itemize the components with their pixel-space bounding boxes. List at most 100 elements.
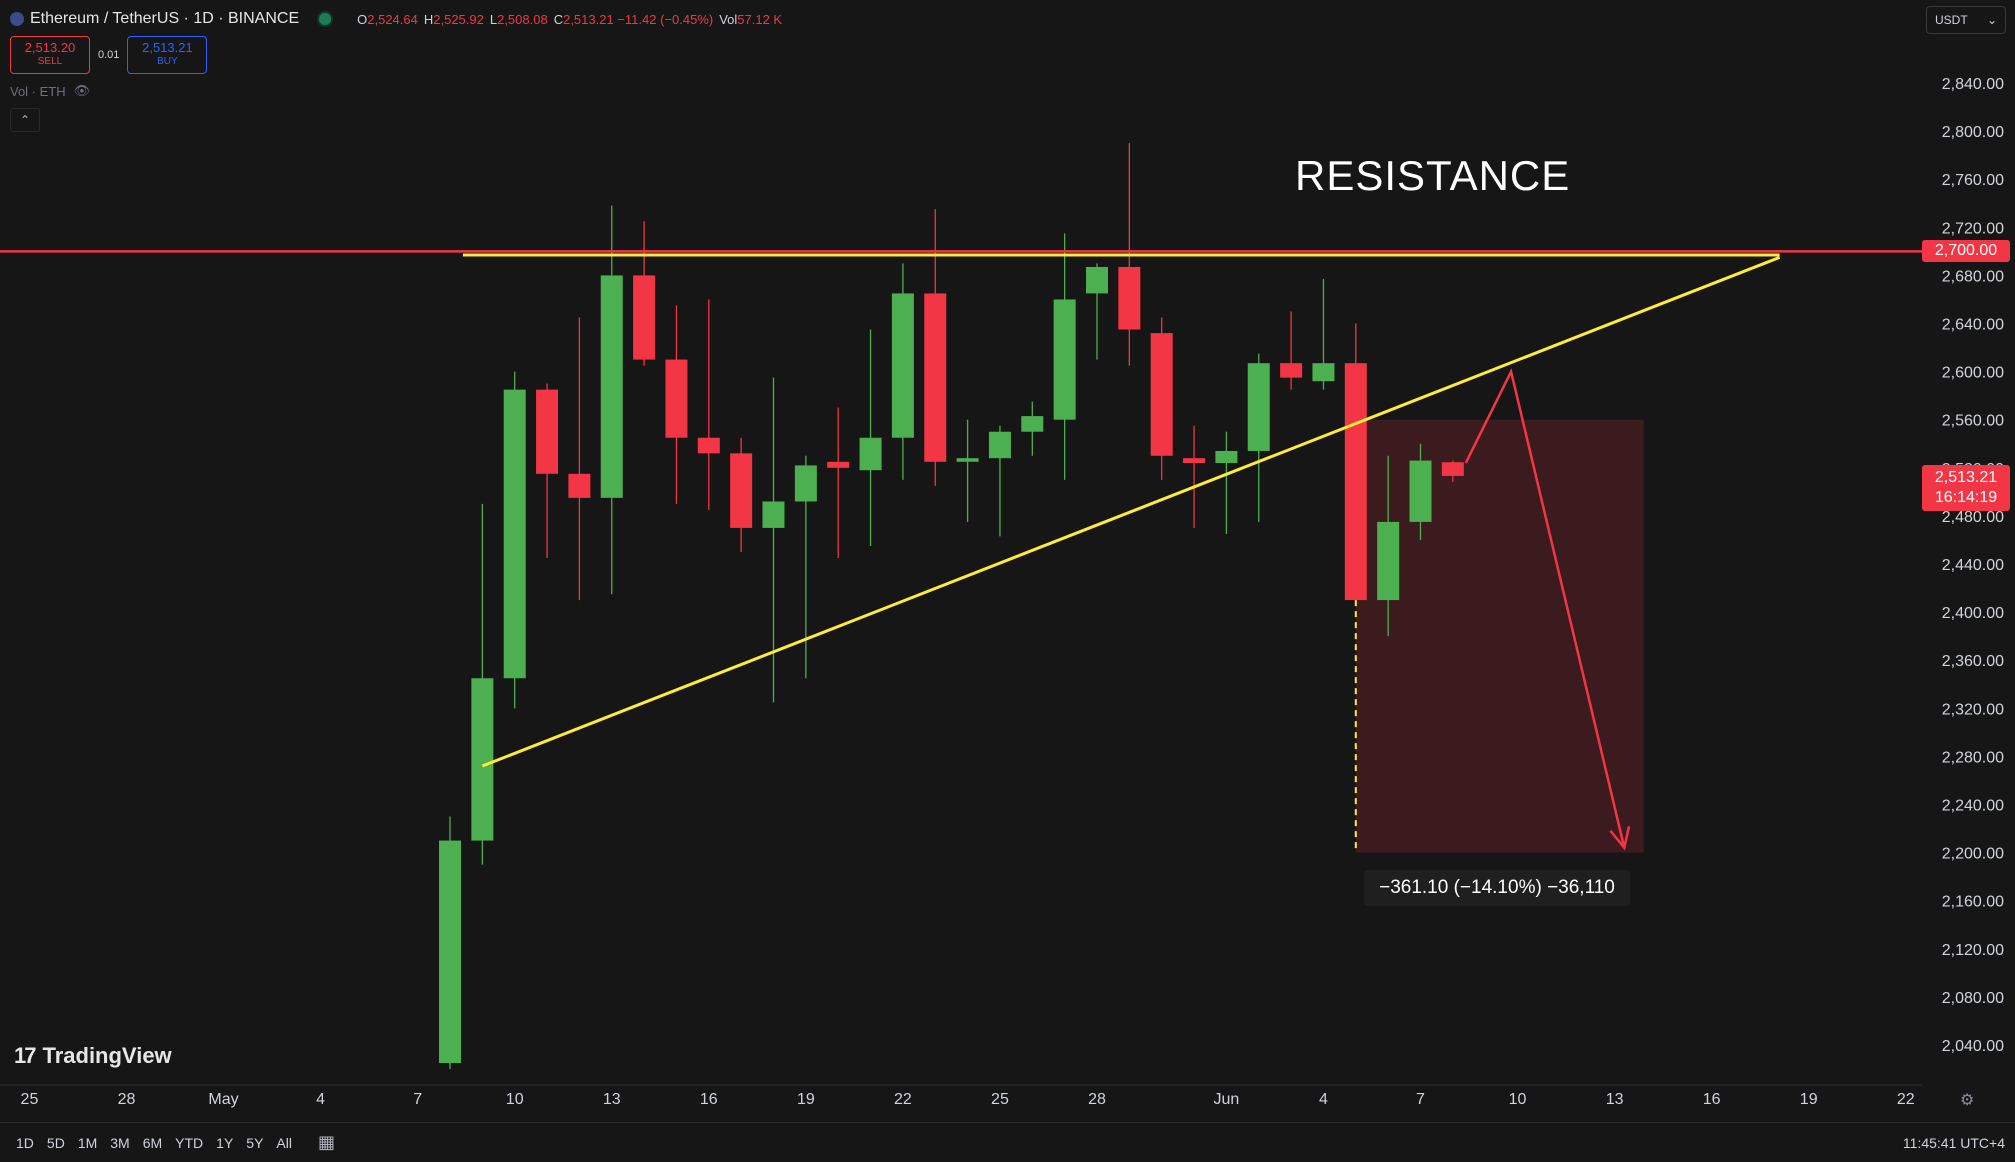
x-tick-label: 16 <box>1703 1091 1721 1108</box>
candle-body <box>1247 363 1270 451</box>
y-tick-label: 2,480.00 <box>1942 509 2004 526</box>
market-status-icon[interactable] <box>317 11 334 27</box>
x-tick-label: 25 <box>991 1091 1009 1108</box>
candle-body <box>924 293 947 462</box>
currency-select[interactable]: USDT ⌄ <box>1926 6 2006 34</box>
ohlc-volume: Vol57.12 K <box>719 11 783 27</box>
chevron-down-icon: ⌄ <box>1986 13 1997 27</box>
volume-indicator[interactable]: Vol · ETH 👁 <box>10 83 90 99</box>
range-selector: 1D 5D 1M 3M 6M YTD 1Y 5Y All <box>16 1135 292 1151</box>
y-tick-label: 2,560.00 <box>1942 413 2004 430</box>
y-tick-label: 2,120.00 <box>1942 942 2004 959</box>
candle-body <box>988 431 1011 459</box>
range-5d[interactable]: 5D <box>46 1135 65 1151</box>
last-price: 2,513.21 <box>1934 468 1998 486</box>
y-tick-label: 2,440.00 <box>1942 557 2004 574</box>
y-tick-label: 2,800.00 <box>1942 124 2004 141</box>
candle-body <box>1215 450 1238 463</box>
range-5y[interactable]: 5Y <box>246 1135 264 1151</box>
price-axis[interactable]: 2,040.00 2,080.00 2,120.00 2,160.00 2,200.00… <box>1922 0 2015 1085</box>
x-tick-label: 19 <box>1800 1091 1818 1108</box>
y-tick-label: 2,040.00 <box>1942 1038 2004 1055</box>
sell-button[interactable]: 2,513.20 SELL <box>10 36 90 74</box>
settings-icon[interactable]: ⚙ <box>1960 1092 1975 1109</box>
range-1y[interactable]: 1Y <box>216 1135 234 1151</box>
candle-body <box>471 678 494 841</box>
currency-value: USDT <box>1935 13 1968 27</box>
ohlc-open: O2,524.64 <box>357 11 418 27</box>
y-tick-label: 2,240.00 <box>1942 798 2004 815</box>
symbol-header[interactable]: Ethereum / TetherUS · 1D · BINANCE O2,52… <box>10 8 782 30</box>
measure-label: −361.10 (−14.10%) −36,110 <box>1364 870 1630 906</box>
resistance-annotation[interactable]: RESISTANCE <box>1295 152 1571 199</box>
sell-price: 2,513.20 <box>24 40 76 55</box>
candle-body <box>439 840 461 1064</box>
x-tick-label: 7 <box>413 1091 422 1108</box>
candle-body <box>794 465 817 502</box>
y-tick-label: 2,400.00 <box>1942 605 2004 622</box>
y-tick-label: 2,200.00 <box>1942 846 2004 863</box>
candle-body <box>536 389 559 474</box>
candle-body <box>600 275 623 498</box>
eth-coin-icon <box>10 12 24 26</box>
range-1d[interactable]: 1D <box>16 1135 34 1151</box>
eye-hidden-icon[interactable]: 👁 <box>73 83 91 98</box>
range-3m[interactable]: 3M <box>110 1135 130 1151</box>
ohlc-values: O2,524.64 H2,525.92 L2,508.08 C2,513.21 … <box>357 12 782 27</box>
candle-body <box>503 389 526 679</box>
ohlc-high: H2,525.92 <box>423 11 484 27</box>
ascending-trendline <box>481 255 1781 768</box>
calendar-goto-icon[interactable]: ▦ <box>318 1132 336 1152</box>
candle-body <box>1086 266 1108 294</box>
range-all[interactable]: All <box>276 1135 292 1151</box>
sell-label: SELL <box>37 56 63 67</box>
candle-body <box>697 437 720 454</box>
candle-body <box>1441 462 1464 476</box>
candle-body <box>1409 460 1432 522</box>
candle-body <box>1280 363 1303 378</box>
y-tick-label: 2,080.00 <box>1942 990 2004 1007</box>
x-tick-label: 10 <box>1509 1091 1527 1108</box>
x-tick-label: 22 <box>1897 1091 1915 1108</box>
time-axis[interactable]: 25 28 May 4 7 10 13 16 19 22 25 28 Jun 4 7 10 13 16 19 22 <box>0 1084 1922 1108</box>
measure-range-box <box>1355 419 1644 853</box>
range-ytd[interactable]: YTD <box>175 1135 204 1151</box>
candle-body <box>891 293 914 438</box>
volume-label: Vol · ETH <box>10 83 66 99</box>
y-tick-label: 2,320.00 <box>1942 701 2004 718</box>
candle-body <box>827 461 850 468</box>
candle-body <box>762 501 785 528</box>
spread-value: 0.01 <box>98 49 120 61</box>
y-tick-label: 2,680.00 <box>1942 268 2004 285</box>
candle-body <box>1021 416 1044 432</box>
range-6m[interactable]: 6M <box>142 1135 163 1151</box>
x-tick-label: 16 <box>700 1091 718 1108</box>
y-tick-label: 2,760.00 <box>1942 172 2004 189</box>
y-tick-label: 2,160.00 <box>1942 894 2004 911</box>
x-tick-label: 22 <box>894 1091 912 1108</box>
symbol-title[interactable]: Ethereum / TetherUS · 1D · BINANCE <box>30 10 300 27</box>
collapse-legend-button[interactable]: ⌃ <box>10 108 40 132</box>
drawings[interactable] <box>1354 419 1644 853</box>
y-tick-label: 2,360.00 <box>1942 653 2004 670</box>
x-tick-label: 28 <box>118 1091 136 1108</box>
buy-price: 2,513.21 <box>142 40 193 55</box>
x-tick-label: 7 <box>1416 1091 1425 1108</box>
range-1m[interactable]: 1M <box>77 1135 98 1151</box>
ohlc-close: C2,513.21 −11.42 (−0.45%) <box>553 11 714 27</box>
y-tick-label: 2,840.00 <box>1942 76 2004 93</box>
candle-body <box>1183 458 1206 463</box>
y-tick-label: 2,280.00 <box>1942 749 2004 766</box>
candle-body <box>730 453 753 528</box>
tradingview-logo[interactable]: 17 TradingView <box>14 1043 172 1069</box>
x-tick-label: May <box>208 1091 238 1108</box>
candle-body <box>1344 363 1367 601</box>
x-tick-label: 25 <box>21 1091 39 1108</box>
buy-button[interactable]: 2,513.21 BUY <box>127 36 208 74</box>
clock[interactable]: 11:45:41 UTC+4 <box>1902 1135 2005 1151</box>
trendlines[interactable] <box>0 250 1922 851</box>
last-price-label: 2,513.21 16:14:19 <box>1922 464 2010 511</box>
candle-body <box>568 473 591 498</box>
x-tick-label: 10 <box>506 1091 524 1108</box>
